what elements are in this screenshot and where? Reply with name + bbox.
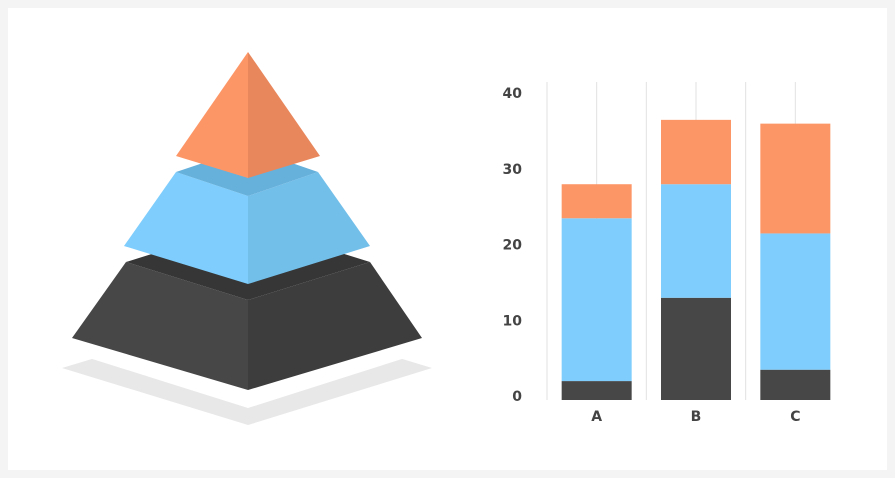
- y-tick-label: 40: [503, 86, 523, 102]
- y-tick-label: 30: [503, 162, 523, 178]
- x-tick-label: B: [691, 409, 702, 425]
- y-tick-label: 10: [503, 313, 523, 329]
- bar-segment: [661, 184, 731, 298]
- y-tick-label: 0: [512, 389, 522, 405]
- bar-segment: [760, 369, 831, 400]
- bar-segment: [561, 184, 632, 219]
- bar-segment: [561, 218, 632, 382]
- bar-segment: [760, 233, 831, 370]
- pyramid: [62, 52, 432, 425]
- y-tick-label: 20: [503, 238, 523, 254]
- bar-segment: [661, 119, 731, 185]
- x-tick-label: C: [790, 409, 800, 425]
- bar-segment: [561, 381, 632, 400]
- bar-segment: [760, 123, 831, 234]
- bar-segment: [661, 297, 731, 400]
- x-tick-label: A: [591, 409, 602, 425]
